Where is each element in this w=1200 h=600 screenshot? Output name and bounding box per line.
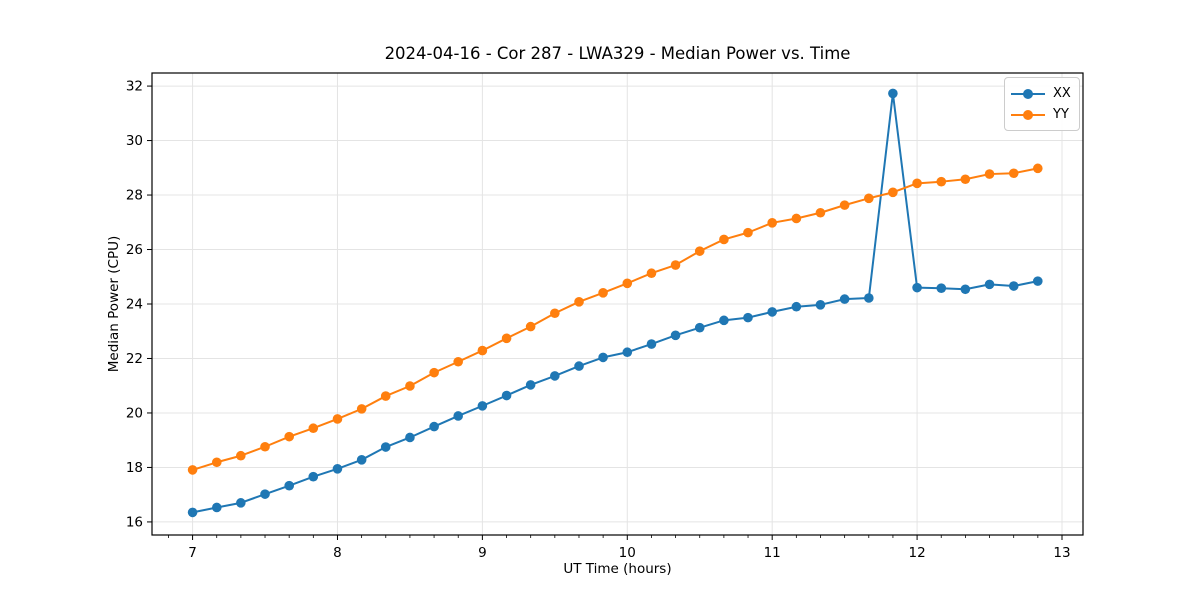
x-tick-label: 10 (619, 545, 636, 561)
legend-line-marker-sample-xx (1011, 88, 1045, 99)
series-xx (192, 92, 1038, 514)
series-yy (192, 167, 1038, 471)
y-tick-label: 30 (126, 133, 143, 149)
legend: XX YY (1004, 77, 1080, 131)
y-tick-label: 32 (126, 79, 143, 95)
series-xx-markers (187, 88, 1043, 518)
legend-line-marker-sample-yy (1011, 109, 1045, 120)
legend-item-label: YY (1053, 107, 1069, 122)
gridlines (152, 73, 1083, 535)
series-line (192, 92, 1038, 514)
y-tick-label: 22 (126, 351, 143, 367)
x-tick-label: 9 (478, 545, 487, 561)
y-axis-label: Median Power (CPU) (106, 235, 122, 373)
y-tick-label: 28 (126, 188, 143, 204)
y-tick-label: 16 (126, 514, 143, 530)
x-axis-label: UT Time (hours) (563, 561, 672, 577)
y-tick-label: 24 (126, 297, 143, 313)
legend-marker-icon (1023, 88, 1033, 99)
series-line (192, 167, 1038, 471)
x-tick-label: 13 (1053, 545, 1070, 561)
legend-item-label: XX (1053, 86, 1071, 101)
x-tick-label: 11 (764, 545, 781, 561)
legend-item-xx: XX (1011, 83, 1071, 104)
x-tick-label: 12 (908, 545, 925, 561)
legend-item-yy: YY (1011, 104, 1071, 125)
x-axis: 7 8 9 10 11 12 13 (168, 535, 1071, 561)
y-tick-label: 18 (126, 460, 143, 476)
y-tick-label: 26 (126, 242, 143, 258)
y-axis: 16 18 20 22 24 26 28 30 32 (126, 79, 152, 530)
chart-title: 2024-04-16 - Cor 287 - LWA329 - Median P… (384, 44, 851, 63)
y-tick-label: 20 (126, 405, 143, 421)
x-tick-label: 7 (188, 545, 197, 561)
x-tick-label: 8 (333, 545, 342, 561)
legend-marker-icon (1023, 109, 1033, 120)
series-yy-markers (187, 163, 1043, 475)
